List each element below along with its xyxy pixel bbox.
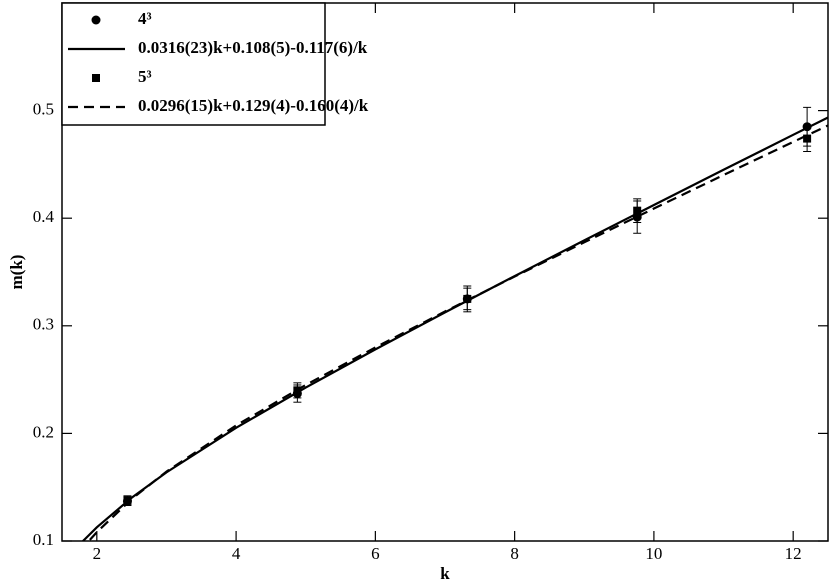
legend-box xyxy=(61,2,326,126)
y-tick-label: 0.5 xyxy=(33,100,54,119)
y-tick-label: 0.4 xyxy=(33,207,55,226)
legend-label: 4³ xyxy=(138,9,152,28)
plot-frame xyxy=(61,2,829,542)
legend-marker xyxy=(92,74,100,82)
x-tick-label: 6 xyxy=(371,544,380,563)
y-tick-label: 0.3 xyxy=(33,315,54,334)
x-tick-label: 12 xyxy=(785,544,802,563)
y-tick-label: 0.1 xyxy=(33,530,54,549)
plot-area xyxy=(82,106,828,541)
x-axis-label: k xyxy=(440,564,450,583)
legend-label: 5³ xyxy=(138,67,152,86)
data-point xyxy=(463,294,472,303)
fit-line xyxy=(89,124,828,541)
y-tick-label: 0.2 xyxy=(33,422,54,441)
y-axis-label: m(k) xyxy=(7,255,26,290)
x-tick-label: 8 xyxy=(510,544,519,563)
legend-label: 0.0296(15)k+0.129(4)-0.160(4)/k xyxy=(138,96,369,115)
x-tick-label: 10 xyxy=(645,544,662,563)
fit-line xyxy=(82,116,828,541)
legend-marker xyxy=(91,15,101,25)
x-tick-label: 4 xyxy=(232,544,241,563)
data-point xyxy=(803,134,812,143)
data-point xyxy=(123,496,132,505)
x-tick-label: 2 xyxy=(93,544,102,563)
data-point xyxy=(633,206,642,215)
legend-label: 0.0316(23)k+0.108(5)-0.117(6)/k xyxy=(138,38,368,57)
